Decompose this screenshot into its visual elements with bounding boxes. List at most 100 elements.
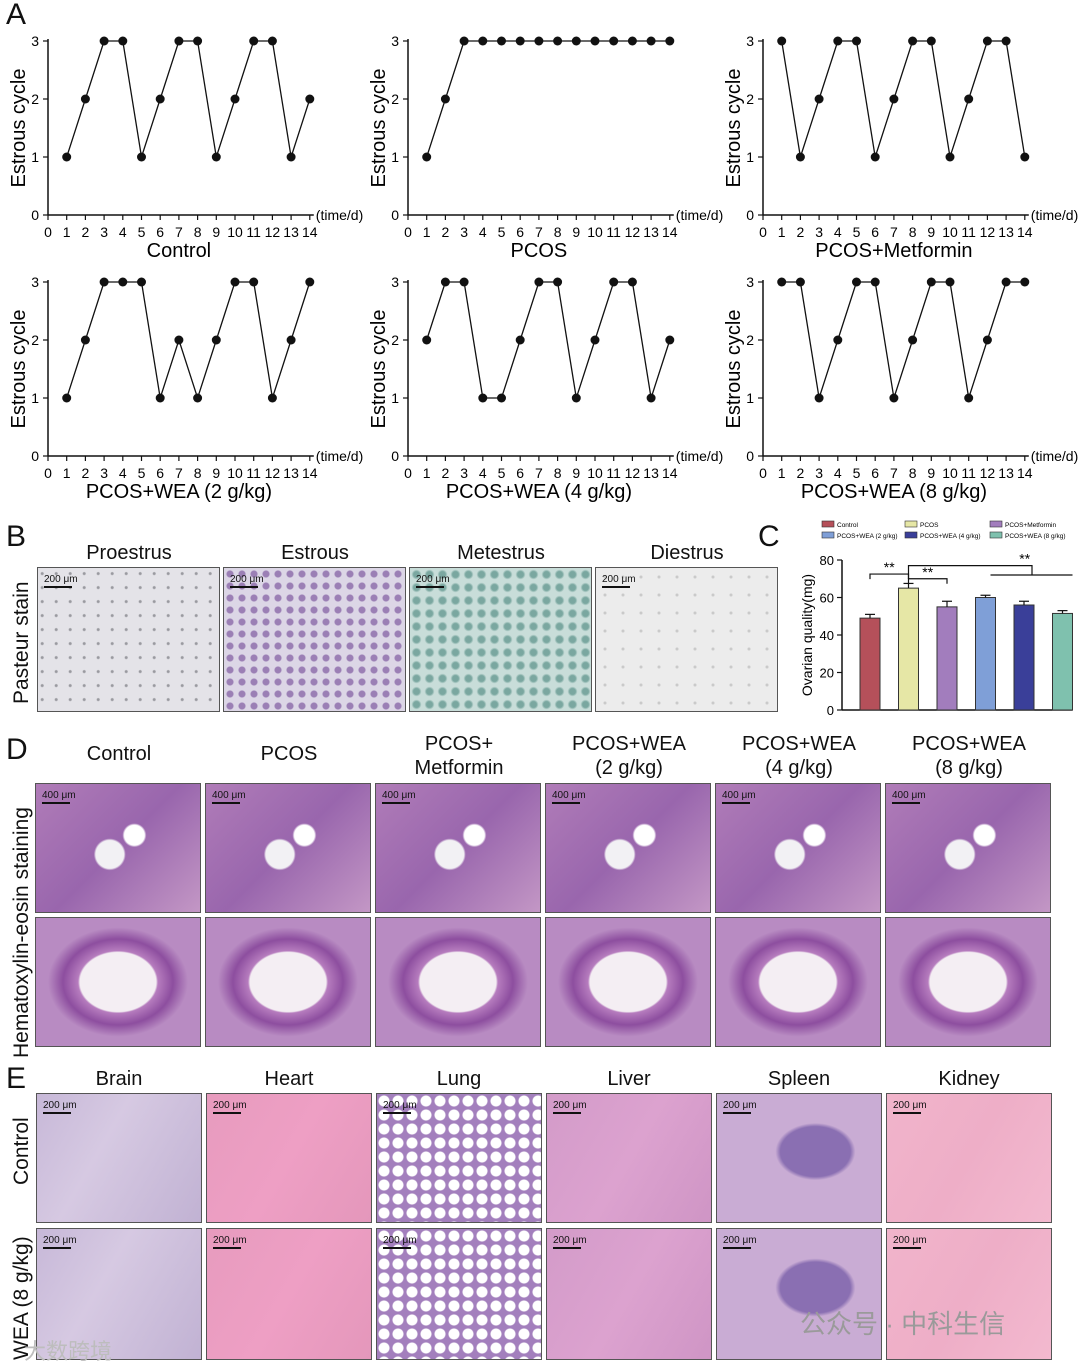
- organ-control-image-3: 200 μm: [376, 1093, 542, 1223]
- data-point: [118, 277, 128, 287]
- x-tick-label: 7: [175, 465, 183, 481]
- data-point: [515, 335, 525, 345]
- panel-e-title-5: Spleen: [767, 1068, 831, 1090]
- x-tick-label: 7: [535, 465, 543, 481]
- data-point: [305, 277, 315, 287]
- scale-bar: 200 μm: [723, 1100, 757, 1114]
- scale-bar-label: 400 μm: [42, 790, 76, 801]
- pasteur-stain-image-2: 200 μm: [223, 567, 406, 712]
- series-line: [426, 40, 670, 158]
- organ-wea-image-2: 200 μm: [206, 1228, 372, 1360]
- scale-bar-label: 200 μm: [213, 1100, 247, 1111]
- data-point: [889, 94, 899, 104]
- bar: [898, 587, 919, 711]
- y-tick-label: 0: [31, 207, 39, 223]
- panel-b-title-2: Estrous: [281, 542, 349, 564]
- series-line: [781, 40, 1026, 158]
- x-tick-label: 13: [998, 465, 1014, 481]
- he-overview-image-2: 400 μm: [205, 783, 371, 913]
- scale-bar: 200 μm: [723, 1235, 757, 1249]
- data-point: [646, 36, 656, 46]
- x-tick-label: 13: [283, 224, 299, 240]
- x-tick-label: 11: [246, 465, 261, 481]
- x-tick-label: 6: [871, 465, 879, 481]
- y-tick-label: 3: [31, 274, 39, 290]
- y-axis-label: Ovarian quality(mg): [799, 574, 815, 696]
- data-point: [478, 36, 488, 46]
- x-tick-label: 8: [554, 224, 562, 240]
- y-axis-label: Estrous cycle: [368, 69, 390, 188]
- scale-bar: 200 μm: [553, 1235, 587, 1249]
- x-tick-label: 0: [44, 465, 52, 481]
- x-tick-label: 3: [815, 465, 823, 481]
- scale-bar-label: 200 μm: [553, 1100, 587, 1111]
- x-tick-label: 5: [853, 224, 861, 240]
- data-point: [193, 393, 203, 403]
- data-point: [515, 36, 525, 46]
- scale-bar-label: 200 μm: [383, 1235, 417, 1246]
- y-tick-label: 1: [31, 390, 39, 406]
- x-tick-label: 1: [778, 224, 786, 240]
- panel-d-title-1: Control: [86, 743, 152, 765]
- data-point: [795, 277, 805, 287]
- legend-label: PCOS+WEA (2 g/kg): [837, 533, 898, 540]
- he-zoom-image-6: [885, 917, 1051, 1047]
- y-axis-label: Estrous cycle: [368, 310, 390, 429]
- x-tick-label: 13: [283, 465, 299, 481]
- data-point: [174, 36, 184, 46]
- he-zoom-image-2: [205, 917, 371, 1047]
- data-point: [852, 277, 861, 287]
- organ-wea-image-4: 200 μm: [546, 1228, 712, 1360]
- data-point: [926, 36, 936, 46]
- panel-b-title-3: Metestrus: [457, 542, 545, 564]
- scale-bar-label: 200 μm: [44, 574, 78, 585]
- ovarian-quality-bar-chart: 0 20 40 60 80 Ovarian quality(mg) ** ** ** Contro…: [799, 520, 1073, 718]
- x-tick-label: 12: [265, 465, 281, 481]
- chart-title: PCOS+WEA (2 g/kg): [86, 481, 272, 503]
- x-tick-label: 13: [643, 224, 659, 240]
- scale-bar: 200 μm: [213, 1235, 247, 1249]
- legend-label: PCOS+WEA (4 g/kg): [920, 533, 981, 540]
- scale-bar-label: 200 μm: [43, 1235, 77, 1246]
- y-tick-label: 2: [391, 332, 399, 348]
- legend-swatch: [989, 520, 1003, 528]
- x-tick-label: 9: [572, 465, 580, 481]
- scale-bar-label: 200 μm: [383, 1100, 417, 1111]
- pasteur-stain-image-3: 200 μm: [409, 567, 592, 712]
- legend-label: PCOS: [920, 522, 939, 529]
- data-point: [590, 36, 600, 46]
- y-tick-label: 3: [391, 274, 399, 290]
- data-point: [137, 277, 146, 287]
- data-point: [982, 335, 992, 345]
- sig-bracket: [907, 565, 1033, 579]
- x-tick-label: 10: [587, 465, 603, 481]
- line-chart-6: 0 1 2 3 4 5 6 7 8 9 10 11 12 13 140123(time/d)PCOS+WEA…: [723, 274, 1078, 503]
- x-tick-label: 5: [498, 465, 506, 481]
- legend-label: PCOS+Metformin: [1005, 522, 1056, 529]
- legend-label: Control: [837, 522, 859, 529]
- data-point: [945, 277, 955, 287]
- legend-swatch: [904, 520, 918, 528]
- chart-title: PCOS+WEA (4 g/kg): [446, 481, 632, 503]
- panel-e-title-3: Lung: [436, 1068, 482, 1090]
- data-point: [478, 393, 488, 403]
- x-axis-unit: (time/d): [676, 448, 723, 464]
- x-tick-label: 0: [759, 465, 767, 481]
- scale-bar: 200 μm: [43, 1235, 77, 1249]
- x-tick-label: 6: [516, 224, 524, 240]
- x-tick-label: 9: [927, 465, 935, 481]
- data-point: [118, 36, 128, 46]
- data-point: [1001, 277, 1011, 287]
- x-tick-label: 7: [175, 224, 183, 240]
- scale-bar: 200 μm: [383, 1235, 417, 1249]
- data-point: [964, 94, 974, 104]
- organ-control-image-5: 200 μm: [716, 1093, 882, 1223]
- bar: [859, 617, 881, 711]
- data-point: [908, 335, 918, 345]
- scale-bar: 200 μm: [44, 574, 78, 588]
- panel-letter-d: D: [6, 733, 28, 766]
- x-tick-label: 9: [927, 224, 935, 240]
- x-tick-label: 5: [138, 224, 146, 240]
- x-tick-label: 4: [834, 224, 842, 240]
- panel-d-title-3: PCOS+ Metformin: [414, 733, 504, 779]
